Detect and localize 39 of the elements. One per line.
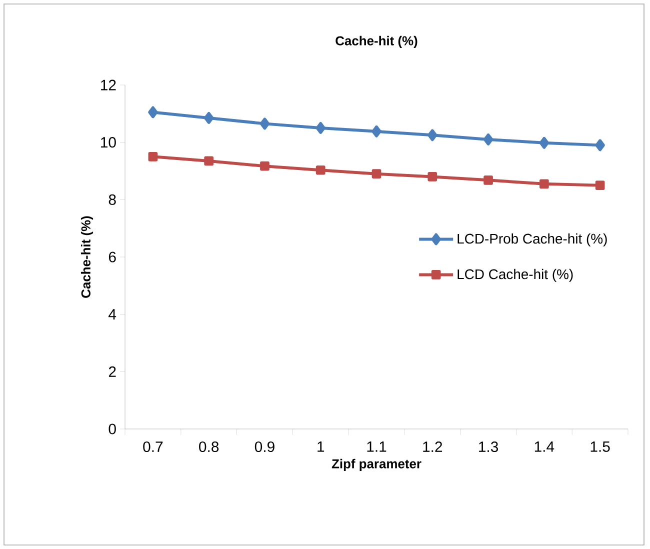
point [316,165,326,175]
chart-title: Cache-hit (%) [336,36,418,48]
x-tick-label: 0.8 [199,441,219,452]
point [539,179,549,189]
point [316,122,326,134]
y-tick-label: 10 [101,137,116,148]
y-tick-label: 8 [108,194,116,205]
point [483,133,494,146]
point [428,129,438,142]
y-tick-label: 6 [108,252,116,262]
point [148,106,158,118]
point [372,125,382,138]
x-axis-title: Zipf parameter [332,458,422,471]
x-tick-label: 1.2 [423,441,442,452]
legend-label: LCD Cache-hit (%) [458,268,573,282]
x-tick-label: 1 [318,441,324,452]
point [204,112,214,124]
y-tick-label: 12 [101,80,116,90]
point [204,156,214,166]
x-tick-label: 0.7 [143,441,163,452]
legend-label: LCD-Prob Cache-hit (%) [458,233,607,246]
point [595,139,605,152]
point [260,118,270,130]
x-tick-label: 1.4 [534,441,554,452]
y-tick-label: 0 [108,424,116,434]
point [595,180,605,190]
point [539,136,550,149]
y-axis-title: Cache-hit (%) [80,216,94,298]
y-tick-label: 4 [108,309,116,320]
x-tick-label: 1.5 [590,441,610,452]
x-tick-label: 0.9 [254,441,274,452]
point [372,169,382,179]
point [148,152,158,162]
point [484,175,493,185]
point [260,161,270,171]
y-tick-label: 2 [108,366,116,377]
x-tick-label: 1.3 [479,441,498,452]
point [428,172,438,182]
x-tick-label: 1.1 [367,441,386,452]
